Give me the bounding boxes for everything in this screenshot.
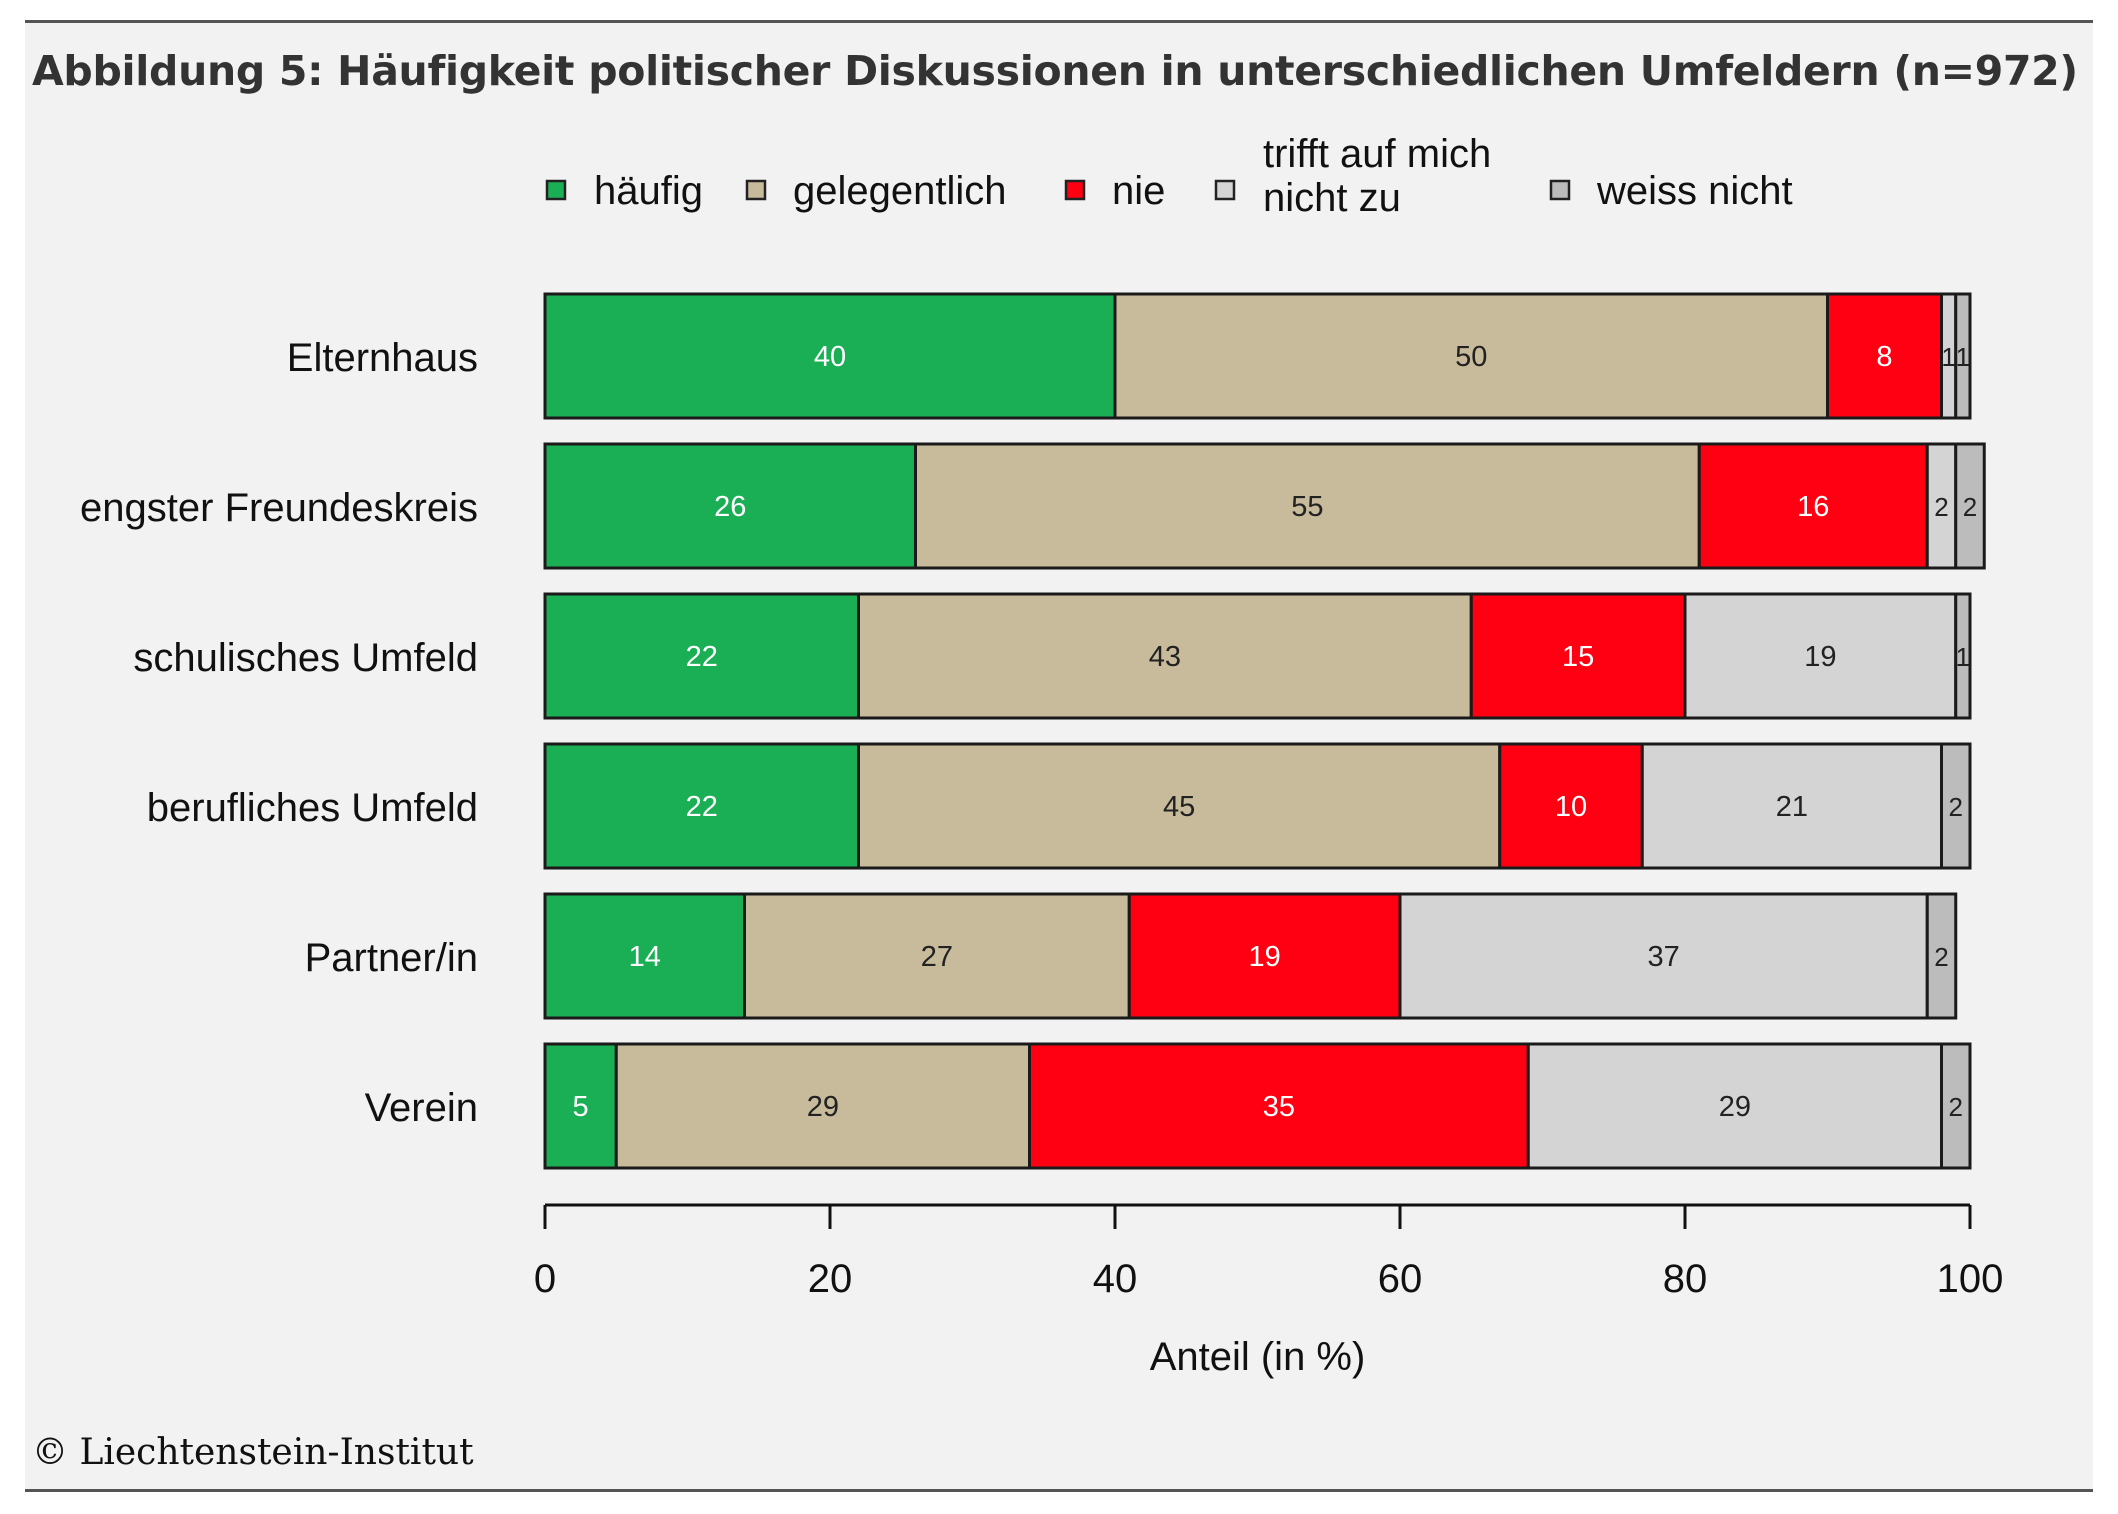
legend-label-line: trifft auf mich — [1263, 132, 1491, 176]
x-tick-label-80: 80 — [1663, 1257, 1708, 1301]
data-label-trifft-auf-mich-nicht-zu-verein: 29 — [1719, 1091, 1751, 1123]
bar-häufig-verein — [543, 1042, 618, 1170]
bar-weiss-nicht-engster-freundeskreis — [1954, 442, 1986, 570]
legend-swatch-gelegentlich — [745, 179, 767, 201]
bar-weiss-nicht-elternhaus — [1954, 292, 1972, 420]
bar-nie-elternhaus — [1826, 292, 1943, 420]
bar-weiss-nicht-berufliches-umfeld — [1940, 742, 1972, 870]
data-label-weiss-nicht-elternhaus: 1 — [1956, 342, 1970, 372]
legend-label-weiss-nicht: weiss nicht — [1596, 169, 1793, 213]
bar-weiss-nicht-schulisches-umfeld — [1954, 592, 1972, 720]
x-tick-label-40: 40 — [1093, 1257, 1138, 1301]
data-label-trifft-auf-mich-nicht-zu-berufliches-umfeld: 21 — [1776, 791, 1808, 823]
data-label-häufig-schulisches-umfeld: 22 — [686, 641, 718, 673]
category-label-berufliches-umfeld: berufliches Umfeld — [147, 786, 478, 830]
data-label-nie-berufliches-umfeld: 10 — [1555, 791, 1587, 823]
data-label-nie-verein: 35 — [1263, 1091, 1295, 1123]
legend-label-häufig: häufig — [594, 169, 703, 213]
chart-title: Abbildung 5: Häufigkeit politischer Disk… — [32, 47, 2078, 95]
bar-weiss-nicht-partner-in — [1925, 892, 1958, 1020]
bar-häufig-partner-in — [543, 892, 746, 1020]
legend-label-nie: nie — [1112, 169, 1165, 213]
x-tick-label-60: 60 — [1378, 1257, 1423, 1301]
data-label-weiss-nicht-partner-in: 2 — [1934, 942, 1948, 972]
x-tick-label-0: 0 — [534, 1257, 556, 1301]
x-tick-label-20: 20 — [808, 1257, 853, 1301]
bar-trifft-auf-mich-nicht-zu-verein — [1526, 1042, 1943, 1170]
bar-gelegentlich-partner-in — [743, 892, 1131, 1020]
bar-häufig-engster-freundeskreis — [543, 442, 917, 570]
data-label-weiss-nicht-engster-freundeskreis: 2 — [1963, 492, 1977, 522]
bar-nie-schulisches-umfeld — [1469, 592, 1687, 720]
legend-label-gelegentlich: gelegentlich — [793, 169, 1007, 213]
data-label-gelegentlich-elternhaus: 50 — [1455, 341, 1487, 373]
category-label-schulisches-umfeld: schulisches Umfeld — [133, 636, 478, 680]
bar-nie-partner-in — [1127, 892, 1402, 1020]
bar-gelegentlich-berufliches-umfeld — [857, 742, 1502, 870]
legend-label-trifft-auf-mich-nicht-zu: trifft auf mich nicht zu — [1263, 132, 1491, 220]
data-label-häufig-engster-freundeskreis: 26 — [714, 491, 746, 523]
bar-weiss-nicht-verein — [1940, 1042, 1972, 1170]
data-label-trifft-auf-mich-nicht-zu-engster-freundeskreis: 2 — [1934, 492, 1948, 522]
data-label-gelegentlich-engster-freundeskreis: 55 — [1291, 491, 1323, 523]
data-label-häufig-berufliches-umfeld: 22 — [686, 791, 718, 823]
x-tick-label-100: 100 — [1937, 1257, 2004, 1301]
bar-trifft-auf-mich-nicht-zu-partner-in — [1398, 892, 1929, 1020]
data-label-häufig-elternhaus: 40 — [814, 341, 846, 373]
data-label-gelegentlich-partner-in: 27 — [921, 941, 953, 973]
legend-swatch-weiss-nicht — [1549, 179, 1571, 201]
category-label-verein: Verein — [365, 1086, 478, 1130]
legend-swatch-trifft-auf-mich-nicht-zu — [1214, 179, 1236, 201]
category-label-elternhaus: Elternhaus — [287, 336, 478, 380]
data-label-weiss-nicht-verein: 2 — [1949, 1092, 1963, 1122]
data-label-weiss-nicht-schulisches-umfeld: 1 — [1956, 642, 1970, 672]
x-axis-title: Anteil (in %) — [1150, 1335, 1366, 1379]
bar-gelegentlich-schulisches-umfeld — [857, 592, 1473, 720]
legend-swatch-häufig — [545, 179, 567, 201]
data-label-häufig-partner-in: 14 — [629, 941, 661, 973]
category-label-partner-in: Partner/in — [305, 936, 478, 980]
data-label-nie-schulisches-umfeld: 15 — [1562, 641, 1594, 673]
legend-label-line: nicht zu — [1263, 176, 1401, 220]
bar-gelegentlich-verein — [614, 1042, 1031, 1170]
bar-gelegentlich-elternhaus — [1113, 292, 1829, 420]
bar-häufig-schulisches-umfeld — [543, 592, 860, 720]
data-label-gelegentlich-verein: 29 — [807, 1091, 839, 1123]
data-label-gelegentlich-berufliches-umfeld: 45 — [1163, 791, 1195, 823]
data-label-trifft-auf-mich-nicht-zu-partner-in: 37 — [1647, 941, 1679, 973]
data-label-nie-partner-in: 19 — [1248, 941, 1280, 973]
bar-trifft-auf-mich-nicht-zu-schulisches-umfeld — [1683, 592, 1958, 720]
category-label-engster-freundeskreis: engster Freundeskreis — [80, 486, 478, 530]
bar-nie-berufliches-umfeld — [1498, 742, 1644, 870]
copyright-notice: © Liechtenstein-Institut — [32, 1432, 474, 1473]
data-label-häufig-verein: 5 — [573, 1091, 589, 1123]
data-label-trifft-auf-mich-nicht-zu-schulisches-umfeld: 19 — [1804, 641, 1836, 673]
legend-swatch-nie — [1064, 179, 1086, 201]
data-label-gelegentlich-schulisches-umfeld: 43 — [1149, 641, 1181, 673]
data-label-trifft-auf-mich-nicht-zu-elternhaus: 1 — [1941, 342, 1955, 372]
bar-häufig-berufliches-umfeld — [543, 742, 860, 870]
data-label-nie-elternhaus: 8 — [1876, 341, 1892, 373]
data-label-weiss-nicht-berufliches-umfeld: 2 — [1949, 792, 1963, 822]
data-label-nie-engster-freundeskreis: 16 — [1797, 491, 1829, 523]
